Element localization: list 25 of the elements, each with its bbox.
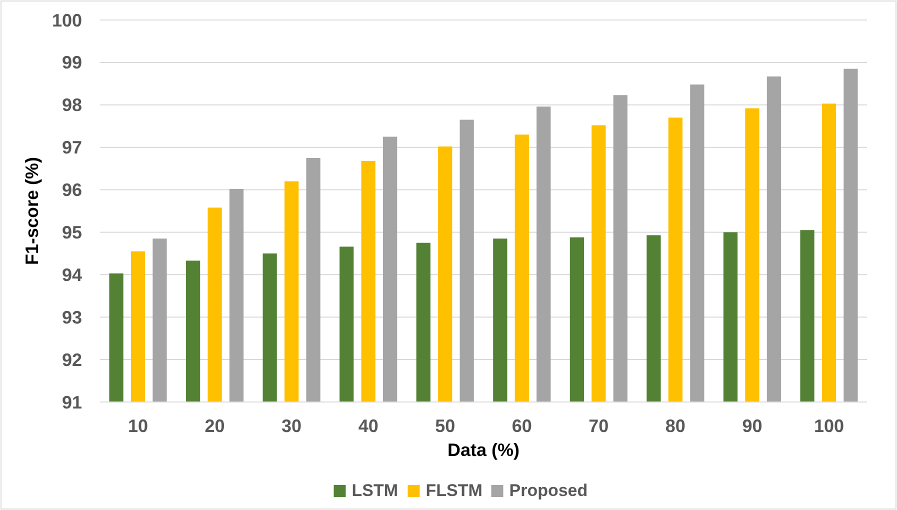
x-tick-label: 20 [204,416,225,436]
y-tick-label: 99 [62,52,82,73]
x-tick-label: 80 [665,416,686,436]
y-tick-label: 92 [62,350,82,370]
y-tick-label: 93 [62,307,82,328]
x-tick-label: 40 [358,416,378,436]
x-tick-label: 30 [282,416,302,436]
x-axis-title: Data (%) [447,440,520,460]
y-tick-label: 98 [62,95,82,116]
legend-label: LSTM [352,481,398,500]
legend-label: Proposed [509,481,588,500]
y-tick-label: 95 [62,222,82,243]
x-tick-label: 100 [814,416,844,436]
x-tick-label: 10 [128,416,148,436]
y-axis-title: F1-score (%) [22,156,42,266]
legend-label: FLSTM [426,481,482,500]
y-tick-label: 96 [62,180,82,200]
x-tick-label: 70 [588,416,609,436]
x-tick-label: 50 [435,416,456,436]
x-tick-label: 60 [512,416,532,436]
y-tick-label: 97 [62,138,82,158]
x-tick-label: 90 [742,416,762,436]
y-tick-label: 100 [52,10,82,30]
y-tick-label: 91 [62,392,82,412]
y-tick-label: 94 [62,264,82,285]
